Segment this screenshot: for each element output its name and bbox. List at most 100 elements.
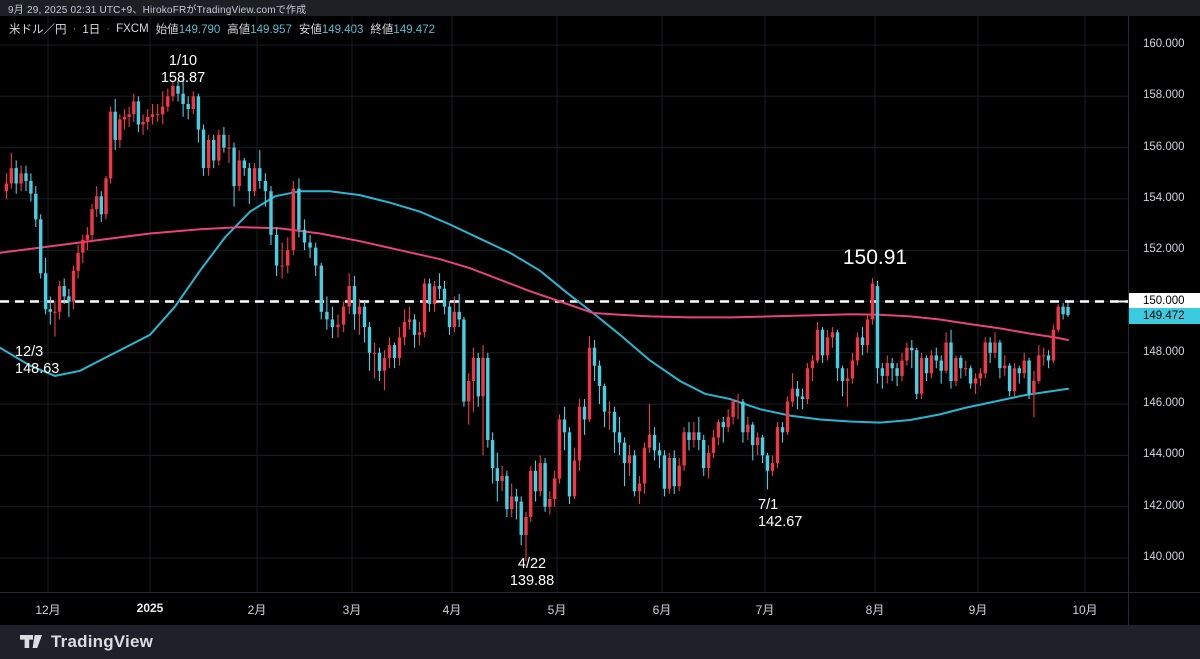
candle-body xyxy=(422,283,427,333)
open-value: 始値149.790 xyxy=(155,24,221,36)
candle-body xyxy=(14,168,18,184)
candle-body xyxy=(34,193,38,220)
candle-body xyxy=(462,319,466,402)
candle-body xyxy=(19,173,23,184)
candle-body xyxy=(825,337,830,356)
candle-body xyxy=(291,188,295,251)
candle-body xyxy=(43,273,48,310)
candle-body xyxy=(682,432,686,466)
candle-body xyxy=(959,357,963,369)
candle-body xyxy=(890,363,894,369)
candle-body xyxy=(647,434,652,448)
candle-body xyxy=(476,357,480,397)
candle-body xyxy=(39,219,43,274)
candle-body xyxy=(552,478,557,499)
candle-body xyxy=(362,306,367,328)
time-axis-label: 10月 xyxy=(1072,603,1098,617)
candle-body xyxy=(127,114,131,117)
candle-body xyxy=(402,322,407,338)
candle-body xyxy=(597,365,602,387)
candle-body xyxy=(113,111,117,140)
candle-body xyxy=(880,368,885,376)
candle-body xyxy=(785,401,790,433)
candle-body xyxy=(95,196,99,210)
candle-body xyxy=(954,357,958,381)
tradingview-brand-text: TradingView xyxy=(51,632,154,651)
symbol-name: 米ドル／円 xyxy=(9,24,67,36)
candle-body xyxy=(667,458,672,489)
tradingview-logo[interactable]: TradingView xyxy=(20,632,153,652)
candle-body xyxy=(721,422,725,428)
candle-body xyxy=(830,332,835,338)
candle-body xyxy=(412,319,417,335)
candle-body xyxy=(258,168,262,181)
time-axis-label: 12月 xyxy=(35,603,61,617)
candle-body xyxy=(587,347,592,420)
candle-body xyxy=(252,168,257,192)
time-axis-label: 2025 xyxy=(136,601,164,615)
candle-body xyxy=(481,357,485,397)
candle-body xyxy=(978,373,983,379)
candle-body xyxy=(397,337,402,358)
ma-pink-line xyxy=(0,226,1069,341)
low-value: 安値149.403 xyxy=(298,24,364,36)
candle-body xyxy=(706,452,711,469)
candle-body xyxy=(760,437,765,456)
candle-body xyxy=(736,401,740,403)
close-value: 終値149.472 xyxy=(370,24,435,36)
candle-body xyxy=(790,388,795,402)
candle-body xyxy=(510,496,514,510)
candle-body xyxy=(90,209,94,235)
candle-body xyxy=(557,419,562,479)
candle-body xyxy=(357,306,362,315)
candle-body xyxy=(467,381,471,402)
candle-body xyxy=(840,368,845,381)
candle-body xyxy=(973,378,978,384)
candle-body xyxy=(687,432,691,440)
candle-body xyxy=(514,496,519,502)
candle-body xyxy=(993,342,997,353)
candle-body xyxy=(652,434,657,451)
candle-body xyxy=(1003,365,1007,369)
candle-body xyxy=(577,406,582,461)
attribution-text: 9月 29, 2025 02:31 UTC+9、HirokoFRがTrading… xyxy=(8,4,307,16)
candle-body xyxy=(9,168,13,184)
legend-separator: · xyxy=(72,23,77,35)
candle-body xyxy=(677,465,681,487)
candle-body xyxy=(592,347,597,366)
tradingview-logo-icon xyxy=(20,635,42,648)
candle-body xyxy=(53,311,57,313)
candle-body xyxy=(617,432,622,443)
candle-body xyxy=(269,191,273,235)
candle-body xyxy=(24,173,28,181)
candle-body xyxy=(141,121,145,125)
candle-body xyxy=(716,422,721,438)
candle-body xyxy=(186,104,190,110)
footer-bar: TradingView xyxy=(0,625,1200,659)
candle-body xyxy=(795,388,800,397)
candle-body xyxy=(939,360,943,371)
time-axis[interactable]: 12月 2025 2月 3月 4月 5月 6月 7月 8月 9月 10月 xyxy=(0,592,1200,626)
candle-body xyxy=(191,96,195,110)
candle-body xyxy=(81,239,85,253)
legend-separator: · xyxy=(106,23,111,35)
candle-body xyxy=(457,311,461,320)
candle-body xyxy=(642,447,647,484)
candle-body xyxy=(171,86,175,97)
candle-body xyxy=(567,432,572,497)
horizontal-line-price-label: 150.000 xyxy=(1129,293,1200,309)
candle-body xyxy=(572,460,577,497)
candle-body xyxy=(855,337,860,361)
candle-body xyxy=(1056,306,1060,330)
candle-body xyxy=(181,93,185,104)
candle-body xyxy=(657,450,662,456)
candle-body xyxy=(367,327,372,353)
candle-body xyxy=(297,188,301,230)
time-axis-label: 5月 xyxy=(547,603,567,617)
candle-body xyxy=(627,455,632,464)
candle-body xyxy=(751,424,755,446)
interval-label: 1日 xyxy=(82,24,101,36)
candle-body xyxy=(637,483,642,492)
